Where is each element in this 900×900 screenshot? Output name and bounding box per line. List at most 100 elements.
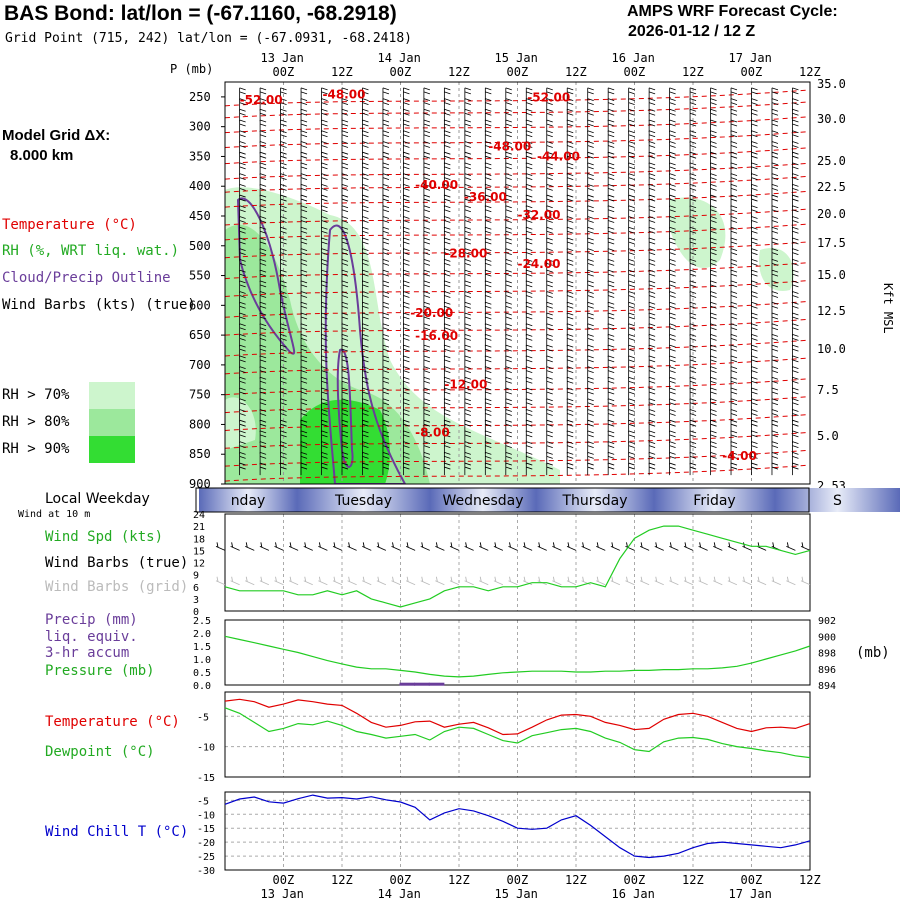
- wind-barb: [484, 430, 492, 443]
- wind-barb: [689, 108, 697, 122]
- model-grid: Model Grid ΔX: 8.000 km: [2, 126, 110, 166]
- wind-barb: [587, 87, 594, 100]
- date-label-top: 13 Jan: [261, 51, 304, 65]
- wind-barb: [300, 280, 308, 293]
- wind-barb: [321, 280, 328, 293]
- wind-barb: [607, 419, 615, 433]
- wind-barb: [648, 430, 656, 443]
- wind-barb: [566, 87, 574, 100]
- wind-barb: [403, 205, 410, 218]
- wind-barb: [648, 130, 656, 143]
- wind-barb: [362, 323, 369, 336]
- wind-tick-label: 3: [193, 595, 199, 606]
- wind-barb: [648, 344, 656, 358]
- wind-barb: [280, 344, 287, 358]
- wind-barb: [689, 301, 697, 315]
- wind-barb: [300, 108, 308, 122]
- wind-barb: [689, 183, 697, 197]
- wind-barb: [525, 301, 533, 315]
- wind-barb: [464, 301, 471, 315]
- isotherm-label: -20.00: [410, 306, 453, 320]
- wind-barb: [607, 269, 615, 283]
- wind-barb: [607, 237, 615, 250]
- isotherm-line: [225, 378, 810, 396]
- isotherm-label: -16.00: [415, 329, 458, 343]
- wind-barb: [341, 462, 349, 476]
- wind-barb: [484, 409, 492, 422]
- wind-barb: [771, 269, 779, 283]
- wind-barb: [300, 259, 308, 272]
- date-label-top: 16 Jan: [612, 51, 655, 65]
- height-tick-label: 30.0: [817, 112, 846, 126]
- wind-barb: [239, 119, 246, 133]
- wind-barb: [239, 248, 246, 261]
- wind-barb: [403, 344, 410, 358]
- wind-barb: [464, 441, 471, 454]
- wind-barb: [300, 323, 308, 336]
- wind-barb: [341, 130, 349, 143]
- wind-barb: [321, 162, 328, 175]
- wind-barb: [587, 430, 594, 443]
- wind-barb: [362, 462, 369, 476]
- wind-barb-true: [303, 542, 313, 551]
- wind-barb: [669, 141, 676, 154]
- wind-barb: [648, 119, 656, 133]
- wind-barb: [403, 301, 410, 315]
- wind-barb: [423, 162, 431, 175]
- wind-barb: [587, 376, 594, 390]
- wind-barb: [648, 98, 656, 111]
- wind-barb: [525, 441, 533, 454]
- wind-barb: [689, 291, 697, 304]
- wind-barb: [484, 291, 492, 304]
- wind-barb: [771, 119, 779, 133]
- wind-barb: [362, 194, 369, 208]
- wind-barb: [730, 344, 738, 358]
- pressure-unit-label: P (mb): [170, 62, 214, 76]
- wind-barb: [403, 162, 410, 175]
- wind-barb: [505, 183, 512, 197]
- wind-barb: [546, 280, 553, 293]
- wind-barb: [259, 216, 267, 229]
- wind-barb: [362, 173, 369, 186]
- isotherm-line: [225, 116, 810, 134]
- legend-cloud: Cloud/Precip Outline: [2, 270, 171, 286]
- pressure-tick-label: 800: [189, 417, 211, 431]
- wind-barb: [505, 376, 512, 390]
- wind-barb: [321, 259, 328, 272]
- isotherm-line: [225, 396, 810, 414]
- wind-barb: [341, 398, 349, 411]
- wind-barb-grid: [508, 576, 518, 586]
- time-tick-label-bottom: 00Z: [741, 873, 763, 887]
- wind-barb: [403, 259, 410, 272]
- wind-barb: [648, 205, 656, 218]
- wind-barb: [771, 451, 779, 465]
- wind-barb: [423, 216, 431, 229]
- wind-barb: [628, 312, 635, 325]
- wind-barb: [239, 441, 246, 454]
- wind-barb: [464, 216, 471, 229]
- wind-barb: [259, 462, 267, 476]
- wind-barb: [566, 216, 574, 229]
- wind-barb: [628, 366, 635, 379]
- wind-barb: [259, 419, 267, 433]
- wind-barb: [710, 312, 717, 325]
- wind-barb: [280, 409, 287, 422]
- wind-barb: [751, 398, 758, 411]
- precip-tick-label: 1.5: [193, 642, 211, 653]
- wind-barb: [259, 151, 267, 165]
- grid-point-label: Grid Point (715, 242) lat/lon = (-67.093…: [5, 31, 412, 46]
- wind-barb: [423, 173, 431, 186]
- wind-barb: [443, 141, 451, 154]
- wind-barb: [403, 409, 410, 422]
- wind-barb: [280, 216, 287, 229]
- cloud-outline: [324, 224, 407, 484]
- wind-barb: [362, 162, 369, 175]
- dewpoint-label: Dewpoint (°C): [45, 744, 155, 760]
- wind-barb: [300, 269, 308, 283]
- pressure-tick-label: 750: [189, 388, 211, 402]
- height-tick-label: 25.0: [817, 154, 846, 168]
- temp-tick-label: -5: [197, 712, 209, 723]
- wind-barb: [443, 259, 451, 272]
- wind-barb: [362, 98, 369, 111]
- wind-barb: [382, 269, 390, 283]
